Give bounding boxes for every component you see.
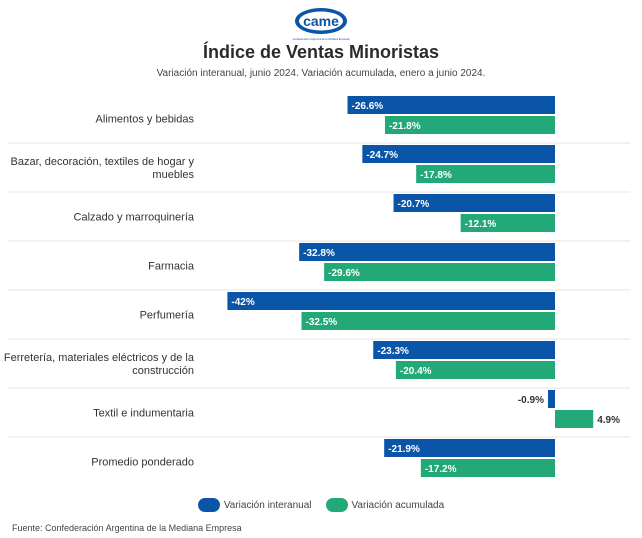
bar-interanual [227,292,555,310]
legend-item-interanual[interactable]: Variación interanual [197,498,312,512]
bar-interanual [547,390,555,408]
bar-interanual [347,96,555,114]
bar-interanual [362,145,555,163]
data-label: -29.6% [328,268,360,279]
chart-subtitle: Variación interanual, junio 2024. Variac… [156,68,486,79]
data-label: -42% [231,297,254,308]
category-label: Promedio ponderado [91,457,194,469]
data-label: -17.8% [420,170,452,181]
bar-acumulada [420,459,555,477]
legend-label-acumulada: Variación acumulada [351,499,445,511]
data-label: -26.6% [352,101,384,112]
legend-swatch-interanual [197,498,220,512]
category-label: Ferretería, materiales eléctricos y de l… [4,352,195,377]
data-label: -20.4% [400,366,432,377]
data-label: -32.8% [303,248,335,259]
category-label: Textil e indumentaria [93,408,195,420]
category-label: Perfumería [140,310,195,322]
legend-item-acumulada[interactable]: Variación acumulada [325,498,445,512]
data-label: -0.9% [518,395,544,406]
category-label: Farmacia [148,261,195,273]
chart-title: Índice de Ventas Minoristas [202,42,440,62]
logo-tagline: Confederación Argentina de la Mediana Em… [293,37,350,41]
logo-text: came [303,13,339,29]
bar-acumulada [324,263,555,281]
data-label: -12.1% [465,219,497,230]
bar-acumulada [301,312,555,330]
data-label: -21.8% [389,121,421,132]
category-label: Calzado y marroquinería [74,212,195,224]
legend-swatch-acumulada [325,498,348,512]
bar-interanual [393,194,555,212]
legend-label-interanual: Variación interanual [223,499,312,511]
bar-interanual [384,439,555,457]
logo: came Confederación Argentina de la Media… [0,6,642,49]
data-label: -32.5% [306,317,338,328]
source-note: Fuente: Confederación Argentina de la Me… [12,523,242,533]
category-label: Alimentos y bebidas [96,114,195,126]
data-label: -20.7% [398,199,430,210]
came-logo-icon: came Confederación Argentina de la Media… [293,8,350,41]
bar-acumulada [384,116,555,134]
category-label: Bazar, decoración, textiles de hogar y mu… [11,156,195,181]
bar-interanual [373,341,555,359]
data-label: -21.9% [388,444,420,455]
data-label: -17.2% [425,464,457,475]
legend: Variación interanual Variación acumulada [0,498,642,512]
bar-acumulada [416,165,555,183]
bar-acumulada [460,214,555,232]
bar-acumulada [555,410,594,428]
data-label: 4.9% [597,415,620,426]
bar-interanual [299,243,555,261]
bar-acumulada [395,361,555,379]
data-label: -23.3% [377,346,409,357]
data-label: -24.7% [366,150,398,161]
